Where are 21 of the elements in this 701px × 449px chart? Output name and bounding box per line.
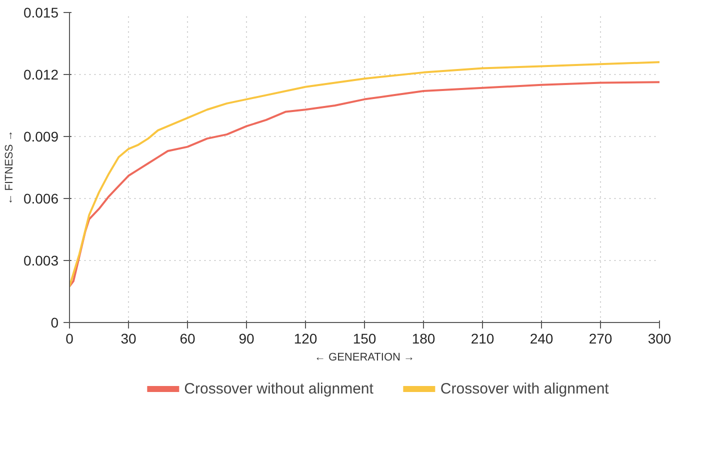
y-tick-label: 0.006 [23, 190, 59, 206]
y-tick-label: 0 [50, 314, 59, 330]
x-tick-label: 180 [412, 330, 436, 346]
x-tick-label: 0 [66, 330, 74, 346]
x-tick-label: 150 [352, 330, 376, 346]
x-tick-label: 240 [530, 330, 554, 346]
x-tick-label: 270 [588, 330, 612, 346]
x-tick-label: 30 [120, 330, 136, 346]
x-tick-label: 210 [470, 330, 494, 346]
legend-label: Crossover with alignment [440, 380, 609, 397]
y-axis-title: ← FITNESS → [3, 130, 16, 205]
x-tick-label: 90 [238, 330, 254, 346]
y-tick-label: 0.009 [23, 128, 59, 144]
x-axis-title: ← GENERATION → [314, 352, 415, 364]
x-tick-label: 120 [294, 330, 318, 346]
y-tick-label: 0.003 [23, 252, 59, 268]
y-tick-label: 0.012 [23, 66, 59, 82]
y-tick-label: 0.015 [23, 4, 59, 20]
x-tick-label: 60 [180, 330, 196, 346]
x-tick-label: 300 [648, 330, 672, 346]
legend-label: Crossover without alignment [184, 380, 374, 397]
